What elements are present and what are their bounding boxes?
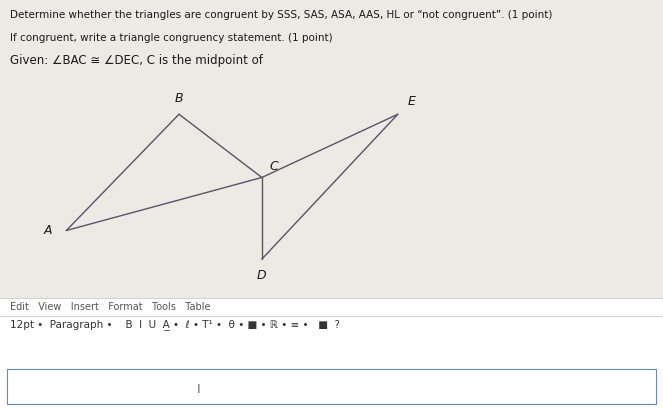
Text: B: B [174,92,184,105]
Text: If congruent, write a triangle congruency statement. (1 point): If congruent, write a triangle congruenc… [10,33,333,43]
Text: Given: ∠BAC ≅ ∠DEC, C is the midpoint of: Given: ∠BAC ≅ ∠DEC, C is the midpoint of [10,54,267,67]
Text: I: I [197,383,201,396]
Text: C: C [270,160,278,173]
Text: 12pt •  Paragraph •    B  I  U  A̲ •  ℓ • T¹ •  θ • ■ • ℝ • ≡ •   ■  ?: 12pt • Paragraph • B I U A̲ • ℓ • T¹ • θ… [10,319,340,330]
Bar [0,298,663,408]
Text: E: E [408,95,416,108]
Text: Determine whether the triangles are congruent by SSS, SAS, ASA, AAS, HL or “not : Determine whether the triangles are cong… [10,10,552,20]
FancyBboxPatch shape [7,369,656,404]
Text: A: A [43,224,52,237]
Text: Edit   View   Insert   Format   Tools   Table: Edit View Insert Format Tools Table [10,302,210,312]
Text: D: D [257,269,267,282]
